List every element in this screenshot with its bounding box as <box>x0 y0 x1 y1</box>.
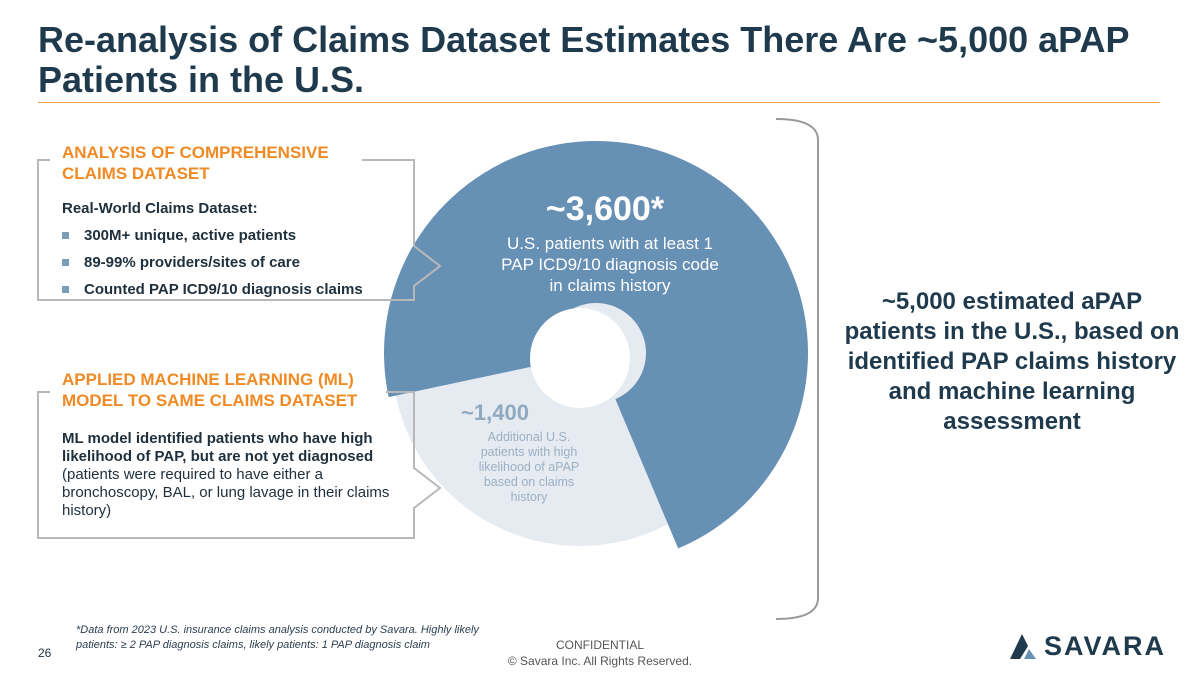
slide-title: Re-analysis of Claims Dataset Estimates … <box>38 19 1129 100</box>
ml-normal-text: (patients were required to have either a… <box>62 466 390 519</box>
title-divider <box>38 102 1160 103</box>
analysis-subheading: Real-World Claims Dataset: <box>62 200 258 217</box>
page-number: 26 <box>38 646 52 660</box>
donut-hole <box>530 308 630 408</box>
bullet-square-icon <box>62 259 69 266</box>
ml-box-frame <box>37 391 442 539</box>
summary-bracket <box>775 118 819 620</box>
donut-label-ml-value: ~1,400 <box>461 400 529 425</box>
confidential-label: CONFIDENTIAL <box>555 638 644 652</box>
analysis-box-frame <box>37 159 442 301</box>
savara-logo: SAVARA <box>1008 631 1166 661</box>
bullet-square-icon <box>62 232 69 239</box>
savara-logo-icon <box>1010 634 1036 659</box>
confidential-notice: CONFIDENTIAL © Savara Inc. All Rights Re… <box>490 637 710 669</box>
summary-text: ~5,000 estimated aPAP patients in the U.… <box>844 288 1180 435</box>
donut-label-claims-value: ~3,600* <box>545 190 665 228</box>
donut-segment-claims <box>384 141 809 549</box>
list-item: Counted PAP ICD9/10 diagnosis claims <box>62 281 402 299</box>
analysis-heading: ANALYSIS OF COMPREHENSIVE CLAIMS DATASET <box>62 143 329 183</box>
copyright-text: © Savara Inc. All Rights Reserved. <box>507 654 693 668</box>
savara-logo-text: SAVARA <box>1044 630 1167 661</box>
analysis-bullets: 300M+ unique, active patients 89-99% pro… <box>62 227 402 299</box>
footnote: *Data from 2023 U.S. insurance claims an… <box>76 624 479 651</box>
donut-label-ml-text: Additional U.S. patients with high likel… <box>478 430 580 504</box>
ml-bold-text: ML model identified patients who have hi… <box>62 430 374 465</box>
analysis-content: Real-World Claims Dataset: 300M+ unique,… <box>62 200 402 299</box>
bullet-square-icon <box>62 286 69 293</box>
list-item: 300M+ unique, active patients <box>62 227 402 245</box>
ml-content: ML model identified patients who have hi… <box>62 430 402 520</box>
donut-label-claims-text: U.S. patients with at least 1 PAP ICD9/1… <box>501 234 719 295</box>
ml-heading: APPLIED MACHINE LEARNING (ML) MODEL TO S… <box>62 370 358 410</box>
list-item: 89-99% providers/sites of care <box>62 254 402 272</box>
